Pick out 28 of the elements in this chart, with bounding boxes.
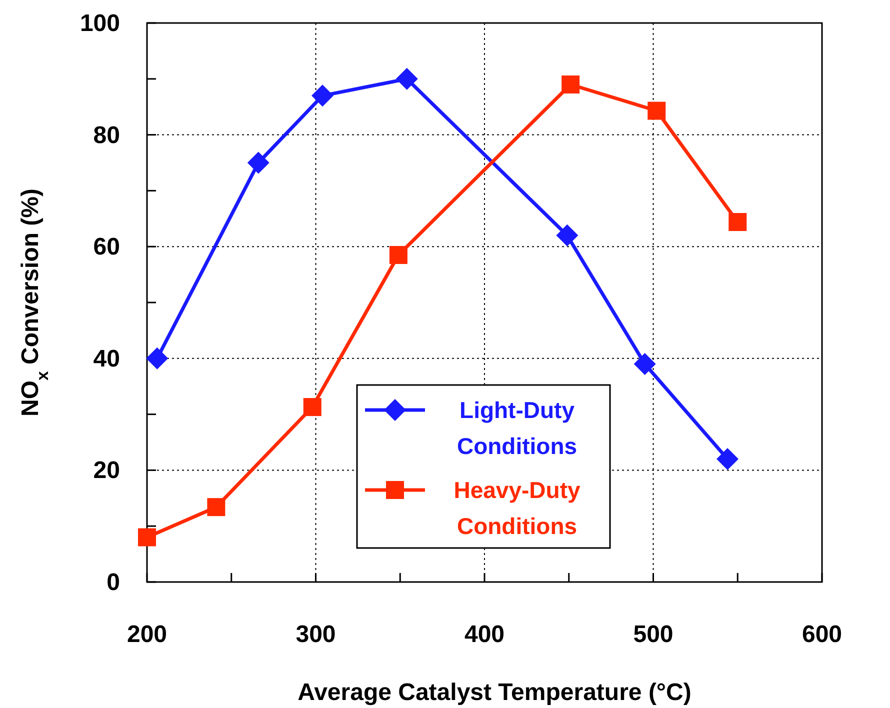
point (146, 347, 168, 370)
point (728, 213, 747, 232)
point (556, 224, 578, 246)
y-tick-label: 0 (106, 569, 120, 596)
y-tick-label: 60 (93, 234, 120, 261)
point (207, 498, 226, 516)
legend-label: Heavy-Duty Conditions (454, 477, 580, 539)
x-tick-label: 600 (802, 621, 842, 648)
point (648, 102, 666, 120)
point (716, 448, 738, 470)
x-tick-label: 500 (633, 621, 674, 648)
point (634, 352, 656, 375)
y-tick-label: 20 (93, 457, 120, 484)
point (562, 75, 580, 94)
point (138, 528, 156, 546)
x-tick-label: 300 (296, 621, 336, 648)
x-tick-label: 200 (126, 621, 168, 648)
y-tick-label: 80 (93, 122, 120, 149)
point (312, 84, 334, 107)
point (247, 152, 270, 174)
point (396, 68, 418, 90)
point (303, 398, 322, 416)
legend-label: Light-Duty Conditions (456, 397, 578, 459)
y-tick-label: 100 (80, 10, 120, 37)
x-tick-label: 400 (464, 621, 505, 648)
point (389, 246, 408, 264)
x-axis-title: Average Catalyst Temperature (°C) (298, 679, 692, 706)
y-tick-label: 40 (93, 345, 120, 372)
